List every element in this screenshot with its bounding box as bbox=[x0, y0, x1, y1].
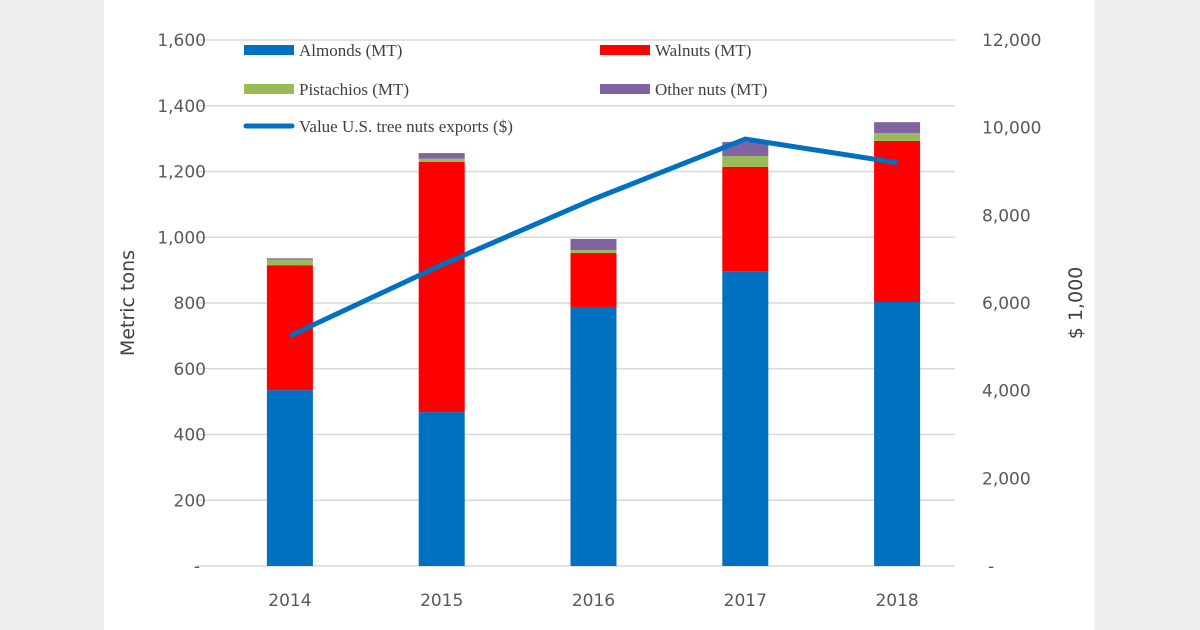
x-tick-label: 2018 bbox=[875, 591, 918, 611]
x-tick-label: 2014 bbox=[268, 591, 311, 611]
legend-label: Value U.S. tree nuts exports ($) bbox=[299, 117, 513, 136]
x-tick-label: 2016 bbox=[572, 591, 615, 611]
x-tick-label: 2017 bbox=[724, 591, 767, 611]
y-tick-label: 1,400 bbox=[157, 97, 206, 117]
bar-other-2015 bbox=[418, 153, 465, 159]
bar-pistachios-2017 bbox=[722, 156, 769, 167]
bar-walnuts-2016 bbox=[570, 253, 617, 307]
y2-tick-label: - bbox=[988, 557, 994, 577]
bar-pistachios-2016 bbox=[570, 250, 617, 254]
bar-almonds-2015 bbox=[418, 412, 465, 566]
bar-almonds-2014 bbox=[266, 390, 313, 566]
legend-label: Almonds (MT) bbox=[299, 41, 402, 60]
bar-other-2016 bbox=[570, 238, 617, 251]
legend-label: Walnuts (MT) bbox=[655, 41, 751, 60]
bar-almonds-2016 bbox=[570, 306, 617, 566]
y-tick-label: 200 bbox=[174, 491, 206, 511]
x-tick-label: 2015 bbox=[420, 591, 463, 611]
y-axis-label: Metric tons bbox=[117, 250, 139, 356]
bar-almonds-2018 bbox=[874, 302, 921, 566]
bar-pistachios-2014 bbox=[266, 259, 313, 266]
bar-walnuts-2017 bbox=[722, 166, 769, 272]
y-tick-label: 1,200 bbox=[157, 163, 206, 183]
bar-almonds-2017 bbox=[722, 271, 769, 566]
y2-tick-label: 2,000 bbox=[982, 469, 1031, 489]
y2-tick-label: 6,000 bbox=[982, 294, 1031, 314]
legend-swatch bbox=[244, 84, 294, 94]
y-tick-label: 600 bbox=[174, 360, 206, 380]
y-tick-label: 400 bbox=[174, 426, 206, 446]
bar-walnuts-2015 bbox=[418, 161, 465, 413]
legend-label: Other nuts (MT) bbox=[655, 80, 767, 99]
legend-label: Pistachios (MT) bbox=[299, 80, 409, 99]
y-tick-label: - bbox=[194, 557, 200, 577]
bar-other-2018 bbox=[874, 122, 921, 134]
legend-swatch bbox=[244, 45, 294, 55]
bar-pistachios-2015 bbox=[418, 158, 465, 162]
y-tick-label: 800 bbox=[174, 294, 206, 314]
y-tick-label: 1,000 bbox=[157, 228, 206, 248]
y2-tick-label: 12,000 bbox=[982, 31, 1041, 51]
y2-tick-label: 8,000 bbox=[982, 206, 1031, 226]
bar-walnuts-2018 bbox=[874, 140, 921, 303]
bar-other-2014 bbox=[266, 258, 313, 260]
y-tick-label: 1,600 bbox=[157, 31, 206, 51]
y2-axis-label: $ 1,000 bbox=[1065, 267, 1087, 340]
legend-swatch bbox=[600, 45, 650, 55]
y2-tick-label: 10,000 bbox=[982, 119, 1041, 139]
bar-pistachios-2018 bbox=[874, 133, 921, 141]
y2-tick-label: 4,000 bbox=[982, 382, 1031, 402]
legend-swatch bbox=[600, 84, 650, 94]
